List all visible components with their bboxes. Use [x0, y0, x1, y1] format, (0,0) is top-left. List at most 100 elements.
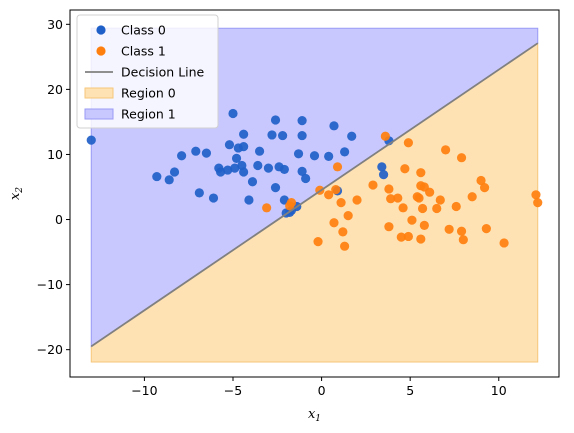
class-0-point-24: [254, 146, 265, 156]
class-1-point-6: [329, 218, 339, 228]
class-1-point-35: [441, 145, 451, 155]
legend-decision-line-label: Decision Line: [121, 65, 205, 80]
class-1-point-47: [533, 198, 543, 208]
class-0-point-11: [223, 165, 233, 175]
class-0-point-46: [347, 131, 357, 141]
legend-box: [76, 14, 219, 129]
class-0-point-5: [191, 146, 201, 156]
class-0-point-48: [378, 170, 389, 180]
legend-region-1-label: Region 1: [121, 107, 176, 122]
class-0-point-14: [230, 163, 240, 173]
class-1-point-11: [340, 241, 350, 251]
class-1-point-42: [476, 175, 486, 186]
class-0-point-18: [239, 142, 249, 152]
class-0-point-39: [297, 166, 307, 176]
class-1-point-22: [403, 231, 414, 242]
class-1-point-16: [384, 222, 394, 232]
class-1-point-21: [400, 164, 410, 174]
class-1-point-40: [458, 235, 468, 245]
class-0-point-47: [377, 162, 387, 172]
class-0-point-4: [177, 151, 187, 161]
class-0-point-40: [301, 173, 311, 184]
class-1-point-39: [456, 226, 467, 236]
legend-class-1-marker: [96, 46, 106, 56]
class-0-point-22: [247, 177, 258, 187]
x-tick-label: 5: [406, 383, 414, 398]
x-axis-label-sub: 1: [315, 414, 321, 424]
class-0-point-13: [228, 108, 238, 119]
class-1-point-18: [386, 194, 396, 204]
class-0-point-8: [208, 193, 219, 203]
class-0-point-3: [169, 167, 180, 177]
class-1-point-24: [407, 215, 417, 225]
class-0-point-10: [215, 167, 226, 177]
class-1-point-28: [416, 234, 426, 244]
class-1-point-26: [416, 168, 426, 178]
class-0-point-32: [279, 195, 289, 205]
class-1-point-45: [499, 238, 509, 248]
class-0-point-20: [239, 167, 249, 177]
class-0-point-6: [194, 188, 204, 198]
class-1-point-3: [313, 237, 323, 247]
class-0-point-28: [270, 183, 281, 193]
class-0-point-31: [279, 164, 289, 175]
class-1-point-32: [425, 187, 435, 197]
class-1-point-15: [380, 131, 390, 141]
legend-region-1-marker: [84, 108, 114, 120]
class-1-point-7: [331, 184, 341, 195]
class-1-point-19: [393, 193, 403, 203]
class-0-point-27: [270, 115, 281, 125]
class-1-point-5: [324, 190, 334, 200]
class-1-point-20: [396, 232, 406, 242]
y-tick-label: 10: [47, 147, 63, 162]
y-axis-label-main: x: [8, 192, 23, 200]
class-1-point-46: [531, 190, 541, 200]
x-tick-label: 0: [318, 383, 326, 398]
legend-class-0-marker: [96, 25, 106, 35]
class-1-point-37: [451, 201, 461, 212]
class-0-point-0: [86, 135, 96, 145]
y-tick-label: 0: [55, 212, 63, 227]
class-1-point-2: [286, 198, 297, 208]
class-0-point-25: [263, 163, 274, 173]
class-1-point-30: [419, 220, 429, 230]
class-0-point-1: [152, 171, 162, 182]
class-0-point-38: [297, 116, 307, 126]
class-1-point-13: [352, 195, 362, 205]
class-1-point-8: [332, 162, 343, 172]
y-tick-label: −10: [37, 277, 63, 292]
decision-line: [90, 42, 539, 348]
class-0-point-15: [231, 153, 242, 163]
class-0-point-37: [297, 130, 307, 141]
y-tick-label: 20: [47, 82, 63, 97]
x-axis-label: x1: [308, 407, 321, 424]
class-0-point-45: [340, 147, 350, 157]
class-1-point-17: [384, 184, 394, 194]
legend-region-0-label: Region 0: [121, 86, 176, 101]
class-1-point-49: [398, 203, 408, 213]
class-1-point-36: [444, 224, 454, 234]
class-0-point-43: [329, 121, 339, 131]
class-0-point-21: [244, 195, 254, 205]
legend-class-0-label: Class 0: [121, 23, 166, 38]
class-0-point-7: [201, 148, 212, 158]
class-1-point-10: [338, 227, 348, 237]
x-tick-label: 10: [491, 383, 507, 398]
class-0-point-30: [278, 130, 288, 141]
class-0-point-36: [293, 149, 304, 159]
x-tick-label: −5: [224, 383, 242, 398]
class-0-point-12: [224, 140, 235, 150]
x-axis-label-main: x: [308, 407, 316, 422]
class-0-point-23: [253, 160, 263, 171]
class-1-point-44: [481, 224, 491, 234]
class-0-point-19: [239, 129, 249, 139]
legend: Class 0 Class 1 Decision Line Region 0 Regio…: [76, 14, 219, 129]
legend-region-0-marker: [84, 87, 114, 99]
class-0-point-42: [324, 151, 334, 162]
class-1-point-14: [368, 180, 378, 190]
class-1-point-41: [467, 192, 477, 202]
class-1-point-29: [417, 203, 428, 214]
class-1-point-38: [456, 153, 467, 163]
